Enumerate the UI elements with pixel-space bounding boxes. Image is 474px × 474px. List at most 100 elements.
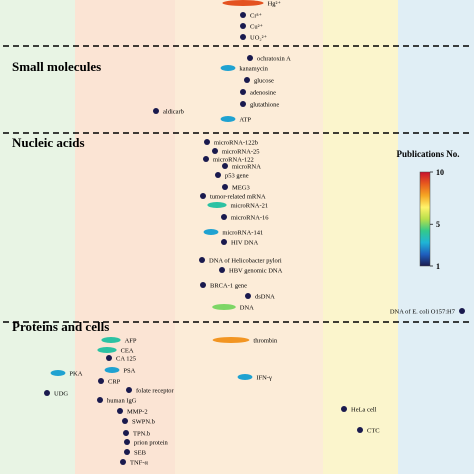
data-point-label: aldicarb — [163, 109, 184, 116]
data-point-label: AFP — [125, 338, 137, 345]
data-points — [44, 0, 465, 465]
colorbar-tick-label: 10 — [436, 168, 444, 177]
data-point-label: PKA — [69, 371, 82, 378]
colorbar-tick-label: 1 — [436, 262, 440, 271]
background-band-5 — [398, 0, 474, 474]
data-point — [44, 390, 50, 396]
data-point — [123, 430, 129, 436]
data-point-label: prion protein — [134, 440, 169, 447]
data-point-label: MEG3 — [232, 185, 250, 192]
data-point — [98, 378, 104, 384]
data-point — [240, 12, 246, 18]
data-point-label: kanamycin — [239, 66, 268, 73]
data-point-label: PSA — [123, 368, 135, 375]
data-point-label: MMP-2 — [127, 409, 148, 416]
data-point-label: microRNA-122b — [214, 140, 258, 147]
data-point-label: dsDNA — [255, 294, 275, 301]
data-point — [124, 439, 130, 445]
data-point-label: UDG — [54, 391, 68, 398]
background-band-2 — [75, 0, 175, 474]
data-point-label: adenosine — [250, 90, 276, 97]
data-point — [104, 367, 120, 373]
data-point — [357, 427, 363, 433]
data-point-label: CRP — [108, 379, 121, 386]
data-point — [200, 193, 206, 199]
data-point-label: glucose — [254, 78, 274, 85]
data-point — [240, 23, 246, 29]
data-point — [50, 370, 66, 376]
point-labels: Hg²⁺ Cr³⁺ Cu²⁺ UO₂²⁺ ochratoxin A kanamycin gl… — [54, 1, 456, 467]
data-point — [122, 418, 128, 424]
data-point-label: DNA of Helicobacter pylori — [209, 258, 282, 265]
colorbar-title: Publications No. — [396, 149, 459, 159]
data-point — [237, 374, 253, 380]
data-point — [212, 304, 236, 310]
data-point-label: Cr³⁺ — [250, 13, 262, 20]
data-point — [97, 347, 117, 353]
group-titles: Small molecules Nucleic acids Proteins and… — [12, 59, 109, 334]
data-point — [199, 257, 205, 263]
data-point-label: p53 gene — [225, 173, 249, 180]
data-point — [341, 406, 347, 412]
data-point — [222, 184, 228, 190]
data-point — [200, 282, 206, 288]
data-point-label: CA 125 — [116, 356, 136, 363]
data-point — [204, 139, 210, 145]
data-point — [101, 337, 121, 343]
group-title-4: Proteins and cells — [12, 319, 109, 334]
data-point — [220, 116, 236, 122]
data-point-label: TNF-α — [130, 460, 148, 467]
data-point-label: microRNA — [232, 164, 261, 171]
data-point — [203, 229, 219, 235]
data-point — [222, 163, 228, 169]
data-point — [221, 239, 227, 245]
data-point-label: CEA — [121, 348, 134, 355]
data-point — [240, 89, 246, 95]
colorbar-tick-label: 5 — [436, 220, 440, 229]
data-point-label: ATP — [239, 117, 251, 124]
group-separators — [3, 45, 471, 323]
data-point — [124, 449, 130, 455]
data-point-label: ochratoxin A — [257, 56, 291, 63]
data-point — [203, 156, 209, 162]
data-point — [247, 55, 253, 61]
data-point — [244, 77, 250, 83]
data-point — [215, 172, 221, 178]
data-point-label: thrombin — [253, 338, 278, 345]
data-point — [459, 308, 465, 314]
data-point — [219, 267, 225, 273]
data-point — [120, 459, 126, 465]
data-point — [222, 0, 264, 6]
data-point — [97, 397, 103, 403]
data-point-label: BRCA-1 gene — [210, 283, 247, 290]
data-point — [245, 293, 251, 299]
data-point-label: SEB — [134, 450, 147, 457]
data-point-label: TPN.b — [133, 431, 150, 438]
data-point-label: CTC — [367, 428, 380, 435]
data-point-label: microRNA-122 — [213, 157, 254, 164]
data-point-label: HIV DNA — [231, 240, 258, 247]
data-point — [212, 148, 218, 154]
colorbar-gradient — [419, 171, 431, 267]
data-point — [153, 108, 159, 114]
group-title-3: Nucleic acids — [12, 135, 85, 150]
data-point — [240, 101, 246, 107]
data-point-label: UO₂²⁺ — [250, 35, 267, 42]
data-point-label: Hg²⁺ — [268, 1, 281, 8]
data-point — [207, 202, 227, 208]
data-point-label: microRNA-25 — [222, 149, 260, 156]
data-point-label: microRNA-141 — [222, 230, 263, 237]
data-point-label: IFN-γ — [256, 375, 272, 382]
data-point — [117, 408, 123, 414]
data-point — [212, 337, 250, 343]
data-point-label: human IgG — [107, 398, 137, 405]
data-point-label: HBV genomic DNA — [229, 268, 283, 275]
background-band-1 — [0, 0, 75, 474]
data-point-label: Cu²⁺ — [250, 24, 263, 31]
data-point-label: DNA of E. coli O157:H7 — [390, 309, 456, 316]
data-point-label: folate receptor — [136, 388, 175, 395]
data-point-label: HeLa cell — [351, 407, 377, 414]
colorbar: Publications No. 1 5 10 — [396, 149, 459, 271]
